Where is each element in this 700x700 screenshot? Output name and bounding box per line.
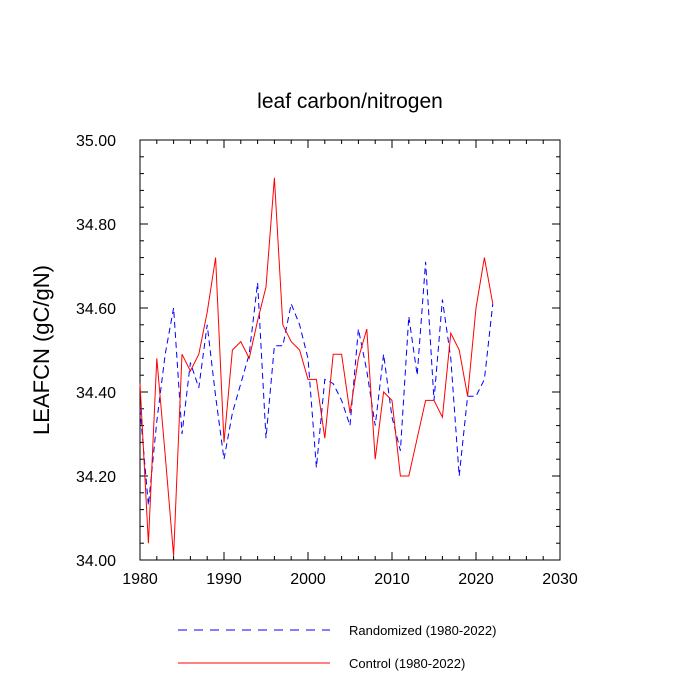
x-tick-label: 2020 <box>458 571 494 588</box>
x-tick-label: 2030 <box>542 571 578 588</box>
chart-title: leaf carbon/nitrogen <box>257 90 443 113</box>
legend-label: Randomized (1980-2022) <box>349 623 496 638</box>
axis-tick-labels: 1980 1990 2000 2010 2020 2030 34.00 34.20 34.40 3… <box>76 133 578 588</box>
axis-ticks <box>139 139 561 561</box>
series-layer <box>139 177 494 556</box>
y-tick-label: 34.00 <box>76 553 116 570</box>
series-line-control <box>139 177 494 556</box>
y-axis-label: LEAFCN (gC/gN) <box>29 265 54 435</box>
x-tick-label: 2010 <box>374 571 410 588</box>
y-tick-label: 35.00 <box>76 133 116 150</box>
series-line-randomized <box>139 261 494 506</box>
plot-frame <box>139 139 561 561</box>
y-tick-label: 34.40 <box>76 385 116 402</box>
x-tick-label: 2000 <box>290 571 326 588</box>
y-tick-label: 34.20 <box>76 469 116 486</box>
legend-label: Control (1980-2022) <box>349 656 465 671</box>
x-tick-label: 1980 <box>122 571 158 588</box>
x-tick-label: 1990 <box>206 571 242 588</box>
y-tick-label: 34.60 <box>76 301 116 318</box>
y-tick-label: 34.80 <box>76 217 116 234</box>
legend: Randomized (1980-2022) Control (1980-2022… <box>178 623 496 671</box>
